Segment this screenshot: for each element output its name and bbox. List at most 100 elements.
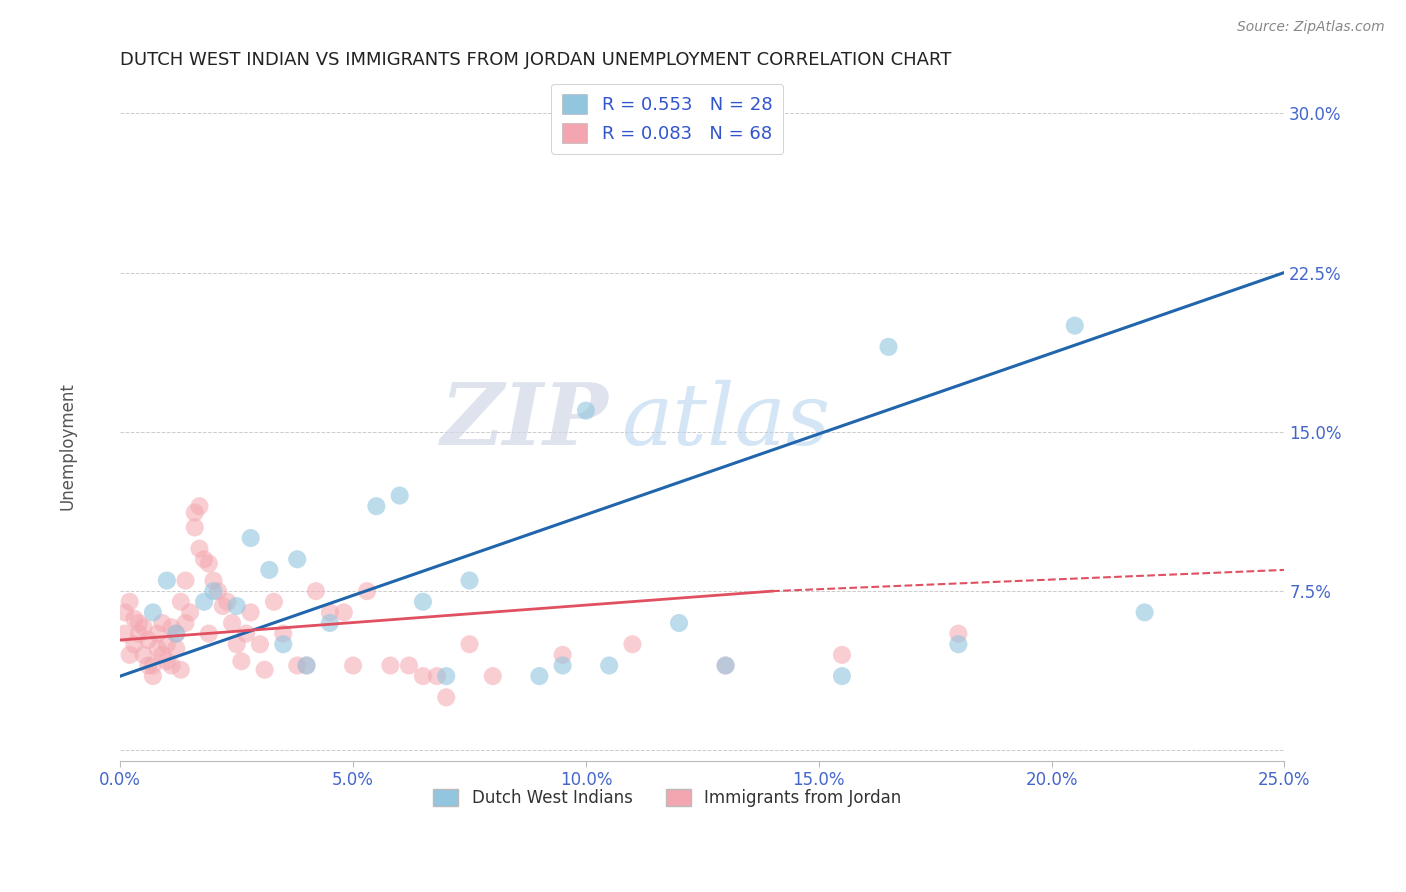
Point [217,595,239,609]
Text: ZIP: ZIP [441,379,609,463]
Point [295,658,318,673]
Point [714,658,737,673]
Point [197,626,219,640]
Point [239,606,262,620]
Point [118,648,141,662]
Point [150,615,173,630]
Point [132,648,155,662]
Point [165,626,187,640]
Point [142,658,165,673]
Point [948,626,970,640]
Point [253,663,276,677]
Point [434,669,457,683]
Point [271,626,294,640]
Point [458,574,481,588]
Point [122,637,145,651]
Point [221,615,243,630]
Point [142,669,165,683]
Point [142,606,165,620]
Text: DUTCH WEST INDIAN VS IMMIGRANTS FROM JORDAN UNEMPLOYMENT CORRELATION CHART: DUTCH WEST INDIAN VS IMMIGRANTS FROM JOR… [121,51,952,69]
Point [529,669,551,683]
Point [136,632,159,647]
Point [160,620,183,634]
Point [551,648,574,662]
Point [156,654,179,668]
Point [295,658,318,673]
Point [412,595,434,609]
Text: Source: ZipAtlas.com: Source: ZipAtlas.com [1237,20,1385,34]
Point [165,626,187,640]
Point [197,557,219,571]
Point [380,658,402,673]
Point [831,648,853,662]
Point [249,637,271,651]
Point [356,584,378,599]
Point [305,584,328,599]
Point [225,599,247,613]
Point [207,584,229,599]
Text: atlas: atlas [621,380,830,463]
Point [551,658,574,673]
Point [366,499,388,513]
Point [174,615,197,630]
Point [122,612,145,626]
Point [426,669,449,683]
Point [285,552,308,566]
Point [128,626,150,640]
Text: Unemployment: Unemployment [59,382,76,510]
Point [188,499,211,513]
Point [202,574,225,588]
Point [575,403,598,417]
Point [202,584,225,599]
Point [481,669,503,683]
Point [263,595,285,609]
Point [231,654,253,668]
Point [184,506,207,520]
Point [342,658,364,673]
Point [948,637,970,651]
Point [170,595,193,609]
Point [388,489,411,503]
Point [621,637,644,651]
Point [434,690,457,705]
Point [114,606,136,620]
Point [165,641,187,656]
Point [1133,606,1156,620]
Point [128,615,150,630]
Point [193,552,215,566]
Point [193,595,215,609]
Point [877,340,900,354]
Point [184,520,207,534]
Point [150,648,173,662]
Point [668,615,690,630]
Point [239,531,262,545]
Point [146,641,169,656]
Point [211,599,233,613]
Point [259,563,281,577]
Point [1063,318,1085,333]
Point [598,658,620,673]
Legend: Dutch West Indians, Immigrants from Jordan: Dutch West Indians, Immigrants from Jord… [426,782,908,814]
Point [235,626,257,640]
Point [319,615,342,630]
Point [271,637,294,651]
Point [398,658,420,673]
Point [188,541,211,556]
Point [160,658,183,673]
Point [132,620,155,634]
Point [714,658,737,673]
Point [170,663,193,677]
Point [831,669,853,683]
Point [319,606,342,620]
Point [118,595,141,609]
Point [225,637,247,651]
Point [146,626,169,640]
Point [156,637,179,651]
Point [136,658,159,673]
Point [285,658,308,673]
Point [458,637,481,651]
Point [156,574,179,588]
Point [179,606,201,620]
Point [114,626,136,640]
Point [412,669,434,683]
